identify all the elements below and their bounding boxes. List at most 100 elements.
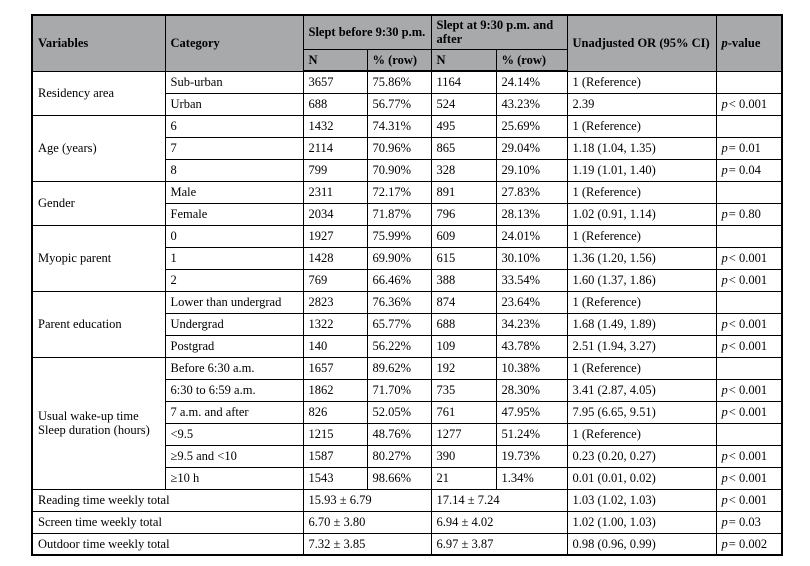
- col-header-category: Category: [164, 14, 304, 72]
- cell-or: 1.02 (0.91, 1.14): [566, 202, 717, 226]
- cell-pct-before: 75.99%: [366, 224, 432, 248]
- cell-category: ≥10 h: [164, 466, 304, 490]
- total-label-outdoor: Outdoor time weekly total: [31, 532, 304, 556]
- cell-pct-before: 52.05%: [366, 400, 432, 424]
- cell-pct-after: 29.04%: [495, 136, 568, 160]
- cell-n-after: 495: [430, 114, 497, 138]
- cell-p: [715, 290, 783, 314]
- cell-pct-after: 33.54%: [495, 268, 568, 292]
- cell-pct-after: 43.23%: [495, 92, 568, 116]
- p-symbol: p: [721, 493, 728, 508]
- cell-n-before: 799: [302, 158, 368, 182]
- table-row: Female 2034 71.87% 796 28.13% 1.02 (0.91…: [32, 202, 783, 226]
- cell-mean-before: 15.93 ± 6.79: [302, 488, 432, 512]
- cell-pct-before: 56.77%: [366, 92, 432, 116]
- p-value-text: < 0.001: [728, 471, 768, 486]
- cell-pct-before: 72.17%: [366, 180, 432, 204]
- p-symbol: p: [721, 515, 728, 530]
- cell-category: Postgrad: [164, 334, 304, 358]
- p-symbol: p: [721, 339, 728, 354]
- cell-pct-after: 29.10%: [495, 158, 568, 182]
- p-symbol: p: [721, 141, 728, 156]
- cell-p: [715, 114, 783, 138]
- cell-p: p< 0.001: [715, 312, 783, 336]
- cell-pct-before: 48.76%: [366, 422, 432, 446]
- cell-p: p= 0.80: [715, 202, 783, 226]
- cell-pct-after: 10.38%: [495, 356, 568, 380]
- p-suffix: -value: [727, 36, 761, 51]
- cell-pct-before: 98.66%: [366, 466, 432, 490]
- cell-n-before: 140: [302, 334, 368, 358]
- cell-n-after: 21: [430, 466, 497, 490]
- cell-or: 1.68 (1.49, 1.89): [566, 312, 717, 336]
- cell-pct-before: 56.22%: [366, 334, 432, 358]
- p-value-text: < 0.001: [728, 97, 768, 112]
- cell-pct-before: 75.86%: [366, 70, 432, 94]
- cell-category: Female: [164, 202, 304, 226]
- cell-category: Sub-urban: [164, 70, 304, 94]
- cell-n-before: 1862: [302, 378, 368, 402]
- cell-category: 7: [164, 136, 304, 160]
- cell-category: 1: [164, 246, 304, 270]
- cell-pct-after: 30.10%: [495, 246, 568, 270]
- cell-pct-after: 34.23%: [495, 312, 568, 336]
- cell-pct-after: 24.01%: [495, 224, 568, 248]
- cell-category: Before 6:30 a.m.: [164, 356, 304, 380]
- cell-pct-before: 76.36%: [366, 290, 432, 314]
- table-row: 7 a.m. and after 826 52.05% 761 47.95% 7…: [32, 400, 783, 424]
- table-row: Usual wake-up time Sleep duration (hours…: [31, 356, 783, 490]
- p-value-text: < 0.001: [728, 383, 768, 398]
- col-header-pct-before: % (row): [366, 48, 432, 73]
- cell-pct-before: 70.96%: [366, 136, 432, 160]
- cell-n-before: 1322: [302, 312, 368, 336]
- variable-parent-education: Parent education: [31, 290, 166, 358]
- cell-pct-after: 47.95%: [495, 400, 568, 424]
- table-row: Undergrad 1322 65.77% 688 34.23% 1.68 (1…: [32, 312, 783, 336]
- cell-or: 1 (Reference): [566, 70, 717, 94]
- cell-p: [715, 356, 783, 380]
- table-row: ≥9.5 and <10 1587 80.27% 390 19.73% 0.23…: [32, 444, 783, 468]
- cell-or: 1 (Reference): [566, 180, 717, 204]
- cell-n-before: 1432: [302, 114, 368, 138]
- cell-pct-after: 28.30%: [495, 378, 568, 402]
- table-row: Gender Male 2311 72.17% 891 27.83% 1 (Re…: [31, 180, 783, 226]
- col-header-unadjusted-or: Unadjusted OR (95% CI): [566, 14, 717, 72]
- cell-p: p< 0.001: [715, 92, 783, 116]
- table-row: 6:30 to 6:59 a.m. 1862 71.70% 735 28.30%…: [32, 378, 783, 402]
- cell-or: 7.95 (6.65, 9.51): [566, 400, 717, 424]
- table-row-total: Reading time weekly total 15.93 ± 6.79 1…: [31, 488, 783, 512]
- table-row: Urban 688 56.77% 524 43.23% 2.39 p< 0.00…: [32, 92, 783, 116]
- cell-p: p< 0.001: [715, 466, 783, 490]
- p-value-text: = 0.002: [728, 536, 768, 551]
- cell-n-after: 735: [430, 378, 497, 402]
- cell-p: p< 0.001: [715, 334, 783, 358]
- cell-or: 1.03 (1.02, 1.03): [566, 488, 717, 512]
- p-symbol: p: [721, 273, 728, 288]
- cell-pct-after: 28.13%: [495, 202, 568, 226]
- cell-n-before: 688: [302, 92, 368, 116]
- p-symbol: p: [721, 405, 728, 420]
- cell-p: p= 0.04: [715, 158, 783, 182]
- cell-pct-after: 23.64%: [495, 290, 568, 314]
- cell-mean-after: 17.14 ± 7.24: [430, 488, 568, 512]
- p-value-text: < 0.001: [728, 405, 768, 420]
- p-symbol: p: [721, 251, 728, 266]
- cell-or: 2.51 (1.94, 3.27): [566, 334, 717, 358]
- table-row-total: Screen time weekly total 6.70 ± 3.80 6.9…: [31, 510, 783, 534]
- cell-pct-after: 24.14%: [495, 70, 568, 94]
- cell-n-before: 826: [302, 400, 368, 424]
- variable-residency-area: Residency area: [31, 70, 166, 116]
- cell-pct-after: 43.78%: [495, 334, 568, 358]
- cell-p: p< 0.001: [715, 268, 783, 292]
- cell-n-after: 388: [430, 268, 497, 292]
- cell-n-before: 769: [302, 268, 368, 292]
- col-header-variables: Variables: [31, 14, 166, 72]
- variable-label-line1: Usual wake-up time: [38, 408, 139, 423]
- cell-p: [715, 224, 783, 248]
- p-value-text: < 0.001: [728, 317, 768, 332]
- cell-pct-before: 69.90%: [366, 246, 432, 270]
- cell-p: p= 0.03: [715, 510, 783, 534]
- cell-pct-before: 71.70%: [366, 378, 432, 402]
- p-value-text: = 0.01: [728, 141, 761, 156]
- cell-n-after: 796: [430, 202, 497, 226]
